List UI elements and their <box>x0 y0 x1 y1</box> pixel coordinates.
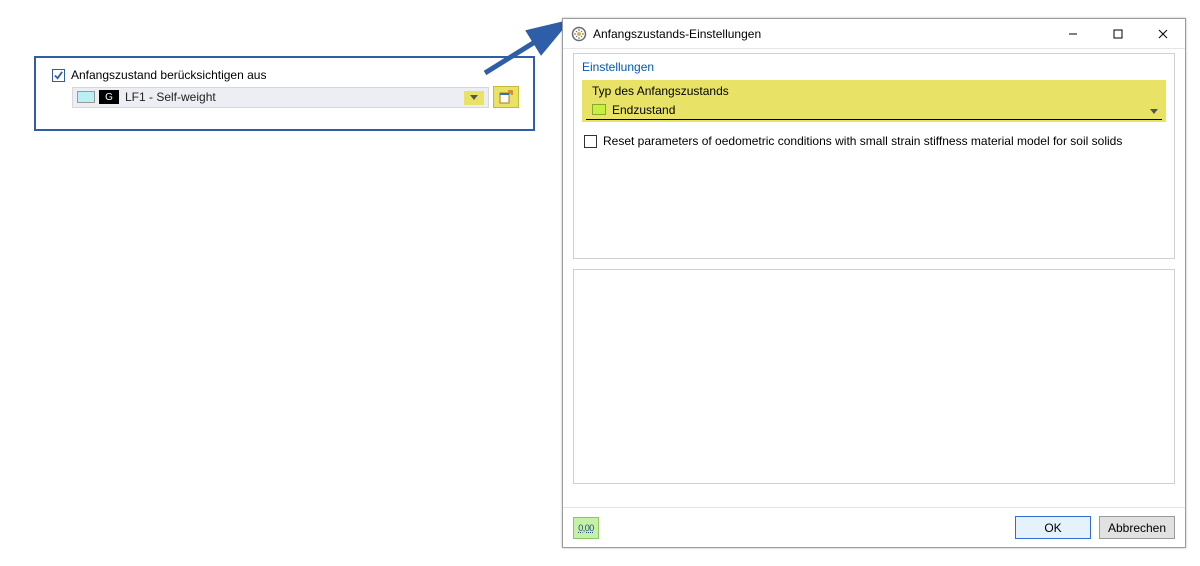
type-label: Typ des Anfangszustands <box>586 82 1162 100</box>
chevron-down-icon <box>1150 103 1158 117</box>
consider-initial-state-checkbox[interactable] <box>52 69 65 82</box>
dialog-icon <box>571 26 587 42</box>
checkbox-row: Anfangszustand berücksichtigen aus <box>36 58 533 86</box>
initial-state-settings-dialog: Anfangszustands-Einstellungen Einstellun… <box>562 18 1186 548</box>
secondary-group <box>573 269 1175 484</box>
highlighted-block: Typ des Anfangszustands Endzustand <box>582 80 1166 122</box>
titlebar-buttons <box>1050 19 1185 48</box>
maximize-icon <box>1113 29 1123 39</box>
dialog-titlebar: Anfangszustands-Einstellungen <box>563 19 1185 49</box>
dialog-body: Einstellungen Typ des Anfangszustands En… <box>563 49 1185 484</box>
ok-button[interactable]: OK <box>1015 516 1091 539</box>
chevron-down-icon <box>464 91 484 105</box>
settings-icon <box>498 89 514 105</box>
close-button[interactable] <box>1140 19 1185 48</box>
dialog-footer: 0,00 OK Abbrechen <box>563 507 1185 547</box>
load-case-dropdown[interactable]: G LF1 - Self-weight <box>72 87 489 108</box>
reset-parameters-checkbox[interactable] <box>584 135 597 148</box>
type-color-swatch <box>592 104 606 115</box>
color-swatch <box>77 91 95 103</box>
settings-group: Einstellungen Typ des Anfangszustands En… <box>573 53 1175 259</box>
reset-label: Reset parameters of oedometric condition… <box>603 134 1122 148</box>
decimal-places-button[interactable]: 0,00 <box>573 517 599 539</box>
dropdown-value: LF1 - Self-weight <box>125 90 216 104</box>
maximize-button[interactable] <box>1095 19 1140 48</box>
edit-settings-button[interactable] <box>493 86 519 108</box>
initial-state-type-dropdown[interactable]: Endzustand <box>586 100 1162 120</box>
initial-state-panel: Anfangszustand berücksichtigen aus G LF1… <box>34 56 535 131</box>
dropdown-row: G LF1 - Self-weight <box>36 86 533 118</box>
group-header: Einstellungen <box>574 54 1174 80</box>
reset-row: Reset parameters of oedometric condition… <box>574 122 1174 148</box>
type-value: Endzustand <box>612 103 675 117</box>
minimize-button[interactable] <box>1050 19 1095 48</box>
cancel-button[interactable]: Abbrechen <box>1099 516 1175 539</box>
checkbox-label: Anfangszustand berücksichtigen aus <box>71 68 266 82</box>
category-badge: G <box>99 90 119 104</box>
minimize-icon <box>1068 29 1078 39</box>
dialog-title: Anfangszustands-Einstellungen <box>593 27 1050 41</box>
close-icon <box>1158 29 1168 39</box>
